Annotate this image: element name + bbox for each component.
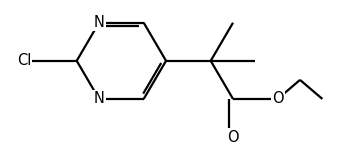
Text: N: N [94, 91, 105, 106]
Text: O: O [272, 91, 284, 106]
Text: Cl: Cl [17, 53, 31, 68]
Text: O: O [227, 130, 239, 145]
Text: N: N [94, 15, 105, 30]
